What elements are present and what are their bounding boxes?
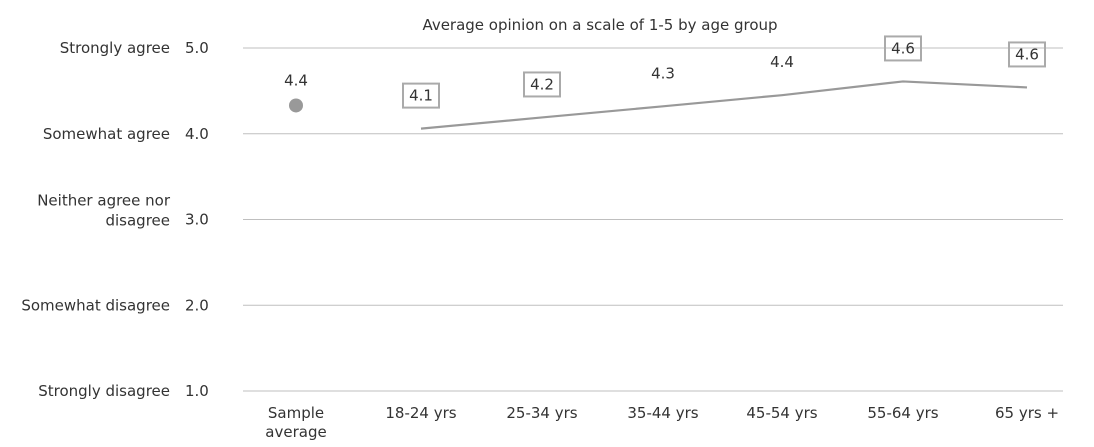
y-axis-tick-labels: 5.0 4.0 3.0 2.0 1.0	[185, 39, 209, 400]
data-label: 4.6	[891, 39, 915, 57]
y-category-label: Neither agree nor disagree	[37, 192, 171, 230]
y-tick-label: 1.0	[185, 382, 209, 400]
x-tick-label: 45-54 yrs	[746, 404, 817, 422]
y-tick-label: 2.0	[185, 296, 209, 314]
data-label-box	[884, 35, 922, 62]
data-label-box	[402, 82, 440, 109]
chart-title: Average opinion on a scale of 1-5 by age…	[422, 16, 777, 34]
y-axis-category-labels: Strongly agree Somewhat agree Neither agre…	[21, 39, 171, 400]
data-labels: 4.4 4.1 4.2 4.3 4.4 4.6 4.6	[284, 35, 1046, 109]
x-tick-label: 25-34 yrs	[506, 404, 577, 422]
data-label: 4.1	[409, 87, 433, 105]
x-tick-label: Sample average	[265, 404, 326, 441]
series-line-path	[420, 80, 1028, 130]
x-tick-label: 65 yrs +	[995, 404, 1059, 422]
x-tick-label: 35-44 yrs	[627, 404, 698, 422]
series-line	[420, 80, 1028, 130]
y-category-label: Somewhat disagree	[21, 296, 170, 314]
data-markers	[289, 98, 303, 113]
data-label-box	[1008, 41, 1046, 68]
sample-average-label: 4.4	[284, 71, 308, 89]
y-category-label: Strongly disagree	[38, 382, 170, 400]
x-tick-label: 55-64 yrs	[867, 404, 938, 422]
data-label-box	[523, 71, 561, 98]
sample-average-marker	[289, 98, 303, 113]
grid-lines	[243, 47, 1063, 392]
x-tick-label: 18-24 yrs	[385, 404, 456, 422]
data-label: 4.6	[1015, 45, 1039, 63]
data-label: 4.2	[530, 75, 554, 93]
y-category-label: Strongly agree	[60, 39, 170, 57]
y-tick-label: 5.0	[185, 39, 209, 57]
data-label: 4.4	[770, 53, 794, 71]
y-tick-label: 4.0	[185, 125, 209, 143]
x-axis-tick-labels: Sample average 18-24 yrs 25-34 yrs 35-44 yrs…	[265, 404, 1059, 441]
y-tick-label: 3.0	[185, 211, 209, 229]
y-category-label: Somewhat agree	[43, 125, 170, 143]
data-label: 4.3	[651, 64, 675, 82]
